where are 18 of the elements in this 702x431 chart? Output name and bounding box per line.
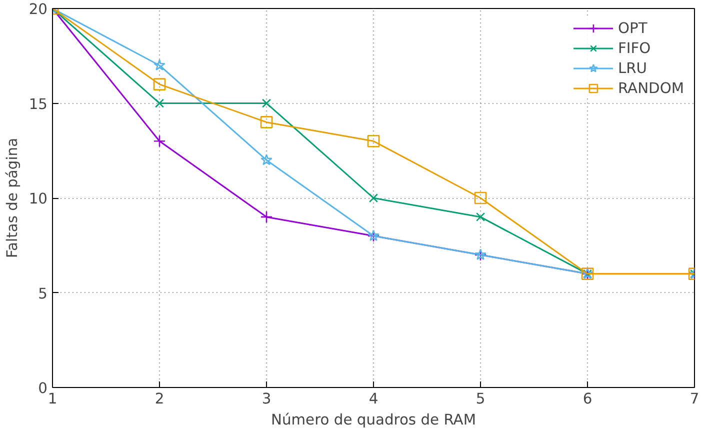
legend-label: FIFO: [618, 40, 651, 56]
x-tick-label: 6: [582, 390, 592, 408]
y-tick-label: 10: [28, 190, 48, 208]
x-tick-label: 2: [154, 390, 164, 408]
y-tick-label: 20: [28, 1, 48, 18]
legend-label: OPT: [618, 20, 648, 36]
x-tick-label: 5: [476, 390, 486, 408]
x-tick-label: 3: [262, 390, 272, 408]
x-tick-label: 4: [368, 390, 378, 408]
legend-label: LRU: [618, 60, 648, 76]
y-tick-label: 5: [38, 285, 48, 302]
legend-label: RANDOM: [618, 80, 684, 96]
y-tick-label: 15: [28, 96, 48, 113]
x-tick-label: 7: [690, 390, 700, 408]
x-tick-label: 1: [48, 390, 58, 408]
y-tick-label: 0: [38, 380, 48, 397]
x-axis-title: Número de quadros de RAM: [271, 412, 476, 428]
y-axis-title: Faltas de página: [4, 138, 21, 258]
